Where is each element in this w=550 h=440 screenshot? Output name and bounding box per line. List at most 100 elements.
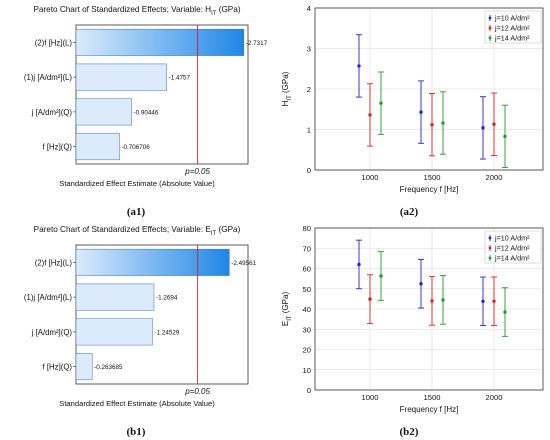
- reference-label: p=0.05: [184, 387, 210, 396]
- y-axis-label: HIT (GPa): [281, 71, 293, 106]
- category-label: (2)f [Hz](L): [35, 258, 73, 267]
- mean-point: [430, 299, 434, 303]
- mean-point: [503, 310, 507, 314]
- y-tick-label: 1: [307, 126, 311, 135]
- mean-point: [379, 274, 383, 278]
- bar: [75, 318, 153, 346]
- caption-b1: (b1): [126, 426, 146, 438]
- legend-marker: [488, 26, 492, 30]
- legend-label: j=14 A/dm²: [494, 34, 530, 43]
- errorbar-chart-hardness: 0 1 2 3 4 1000 1500 2000 j=10 A/dm² j=12 A/dm² j=1…: [275, 0, 550, 205]
- bar-value-label: -0.263685: [94, 364, 123, 371]
- plot-frame: [314, 7, 544, 171]
- bar: [75, 63, 167, 91]
- x-axis-label: Frequency f [Hz]: [400, 405, 459, 414]
- plot-frame: [75, 244, 249, 385]
- category-label: (2)f [Hz](L): [35, 38, 73, 47]
- mean-point: [492, 122, 496, 126]
- legend-marker: [488, 36, 492, 40]
- bar: [75, 283, 155, 311]
- mean-point: [368, 113, 372, 117]
- bar-value-label: -2.49561: [231, 260, 256, 267]
- y-tick-label: 3: [307, 45, 311, 54]
- y-tick-label: 0: [307, 386, 311, 395]
- x-axis-label: Standardized Effect Estimate (Absolute V…: [59, 399, 215, 408]
- bar: [75, 98, 132, 126]
- y-tick-label: 50: [303, 285, 311, 294]
- mean-point: [419, 281, 423, 286]
- x-tick-label: 1000: [362, 173, 379, 182]
- legend-label: j=14 A/dm²: [494, 254, 530, 263]
- y-tick-label: 0: [307, 166, 311, 175]
- y-tick-label: 70: [303, 244, 311, 253]
- caption-a2: (a2): [399, 206, 419, 218]
- mean-point: [419, 110, 423, 114]
- pareto-chart-modulus: Pareto Chart of Standardized Effects; Va…: [0, 220, 275, 425]
- pareto-chart-hardness-svg: Pareto Chart of Standardized Effects; Va…: [24, 5, 268, 188]
- y-tick-label: 30: [303, 325, 311, 334]
- y-tick-label: 80: [303, 224, 311, 233]
- bar-value-label: -1.24529: [154, 329, 179, 336]
- category-label: f [Hz](Q): [43, 143, 73, 152]
- mean-point: [492, 299, 496, 304]
- bar-value-label: -0.706706: [121, 144, 150, 151]
- mean-point: [357, 64, 361, 68]
- reference-label: p=0.05: [184, 167, 210, 176]
- plot-frame: [75, 24, 249, 165]
- chart-title: Pareto Chart of Standardized Effects; Va…: [34, 225, 241, 237]
- y-tick-label: 40: [303, 305, 311, 314]
- mean-point: [368, 297, 372, 301]
- legend-label: j=12 A/dm²: [494, 24, 530, 33]
- mean-point: [441, 121, 445, 125]
- x-tick-label: 2000: [486, 173, 503, 182]
- pareto-chart-hardness: Pareto Chart of Standardized Effects; Va…: [0, 0, 275, 205]
- x-tick-label: 1500: [424, 173, 441, 182]
- caption-a1: (a1): [126, 206, 146, 218]
- bar-value-label: -2.7317: [246, 40, 268, 47]
- mean-point: [481, 126, 485, 130]
- y-tick-label: 10: [303, 366, 311, 375]
- x-axis-label: Frequency f [Hz]: [400, 185, 459, 194]
- bar: [75, 28, 245, 56]
- category-label: j [A/dm²](Q): [31, 108, 73, 117]
- mean-point: [441, 298, 445, 302]
- x-axis-label: Standardized Effect Estimate (Absolute V…: [59, 179, 215, 188]
- category-label: (1)j [A/dm²](L): [24, 293, 72, 302]
- x-tick-label: 2000: [486, 393, 503, 402]
- category-label: j [A/dm²](Q): [31, 328, 73, 337]
- mean-point: [379, 101, 383, 105]
- bar: [75, 353, 93, 381]
- y-tick-label: 2: [307, 85, 311, 94]
- bar-value-label: -1.4757: [169, 75, 191, 82]
- plot-frame: [314, 227, 544, 391]
- legend-box: [484, 10, 542, 44]
- mean-point: [430, 122, 434, 127]
- y-axis-label: EIT (GPa): [281, 292, 293, 327]
- x-tick-label: 1000: [362, 393, 379, 402]
- chart-title: Pareto Chart of Standardized Effects; Va…: [33, 5, 240, 17]
- y-tick-label: 20: [303, 346, 311, 355]
- caption-b2: (b2): [399, 426, 419, 438]
- legend-label: j=12 A/dm²: [494, 244, 530, 253]
- mean-point: [481, 299, 485, 304]
- category-label: f [Hz](Q): [43, 363, 73, 372]
- y-tick-label: 4: [307, 4, 311, 13]
- legend-label: j=10 A/dm²: [494, 14, 530, 23]
- legend-marker: [488, 246, 492, 250]
- legend-box: [484, 230, 542, 264]
- errorbar-chart-modulus: 0 10 20 30 40 50 60 70 80 1000 1500 2000 j=10 A/dm² j…: [275, 220, 550, 425]
- category-label: (1)j [A/dm²](L): [24, 73, 72, 82]
- bar: [75, 248, 230, 276]
- legend-marker: [488, 236, 492, 240]
- bar-value-label: -0.90446: [134, 109, 159, 116]
- bar: [75, 133, 120, 161]
- legend-marker: [488, 16, 492, 20]
- legend-marker: [488, 256, 492, 260]
- mean-point: [503, 134, 507, 139]
- y-tick-label: 60: [303, 265, 311, 274]
- pareto-chart-modulus-svg: Pareto Chart of Standardized Effects; Va…: [24, 225, 257, 408]
- x-tick-label: 1500: [424, 393, 441, 402]
- bar-value-label: -1.2694: [156, 295, 178, 302]
